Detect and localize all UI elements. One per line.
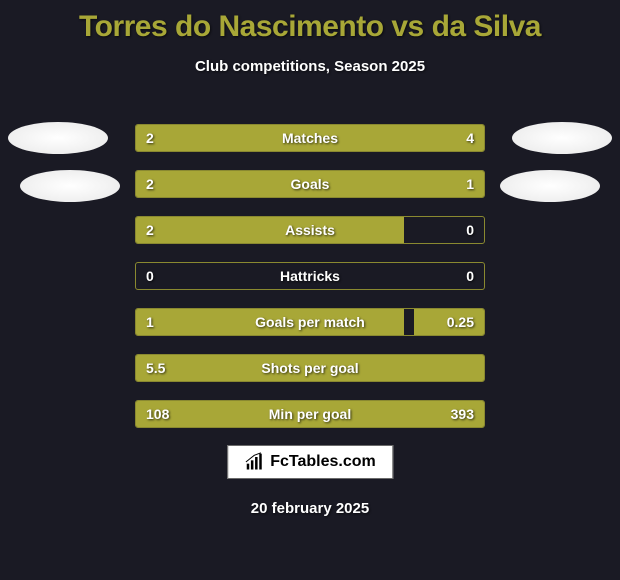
stat-label: Assists [136,217,484,243]
stat-label: Goals per match [136,309,484,335]
page-subtitle: Club competitions, Season 2025 [0,58,620,75]
player1-avatar-top [8,122,108,154]
stat-label: Min per goal [136,401,484,427]
brand-badge[interactable]: FcTables.com [227,445,393,479]
player2-avatar-top [512,122,612,154]
chart-icon [244,452,264,472]
stat-label: Matches [136,125,484,151]
stat-row: 20Assists [135,216,485,244]
stat-row: 5.5Shots per goal [135,354,485,382]
page-title: Torres do Nascimento vs da Silva [0,0,620,44]
brand-text: FcTables.com [270,453,376,471]
stat-row: 21Goals [135,170,485,198]
player1-avatar-bot [20,170,120,202]
stats-container: 24Matches 21Goals 20Assists 00Hattricks 10.2… [135,124,485,446]
stat-label: Goals [136,171,484,197]
footer-date: 20 february 2025 [0,500,620,517]
stat-row: 10.25Goals per match [135,308,485,336]
stat-row: 108393Min per goal [135,400,485,428]
stat-label: Shots per goal [136,355,484,381]
stat-row: 24Matches [135,124,485,152]
stat-row: 00Hattricks [135,262,485,290]
player2-avatar-bot [500,170,600,202]
stat-label: Hattricks [136,263,484,289]
